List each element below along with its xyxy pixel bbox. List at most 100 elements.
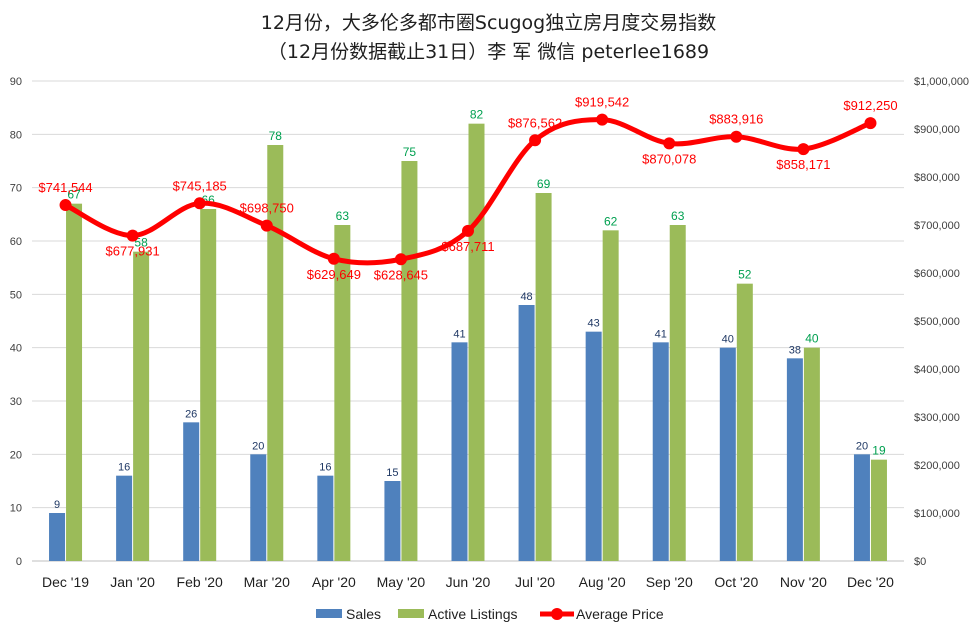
x-tick-label: Apr '20 <box>312 574 356 590</box>
data-label-sales: 20 <box>856 440 868 452</box>
y-right-tick-label: $300,000 <box>914 412 960 424</box>
point-average-price <box>529 134 542 147</box>
legend-swatch-active-listings <box>398 609 424 618</box>
y-right-tick-label: $700,000 <box>914 220 960 232</box>
data-label-active-listings: 75 <box>403 145 417 159</box>
y-left-tick-label: 30 <box>10 396 22 408</box>
point-average-price <box>462 224 474 237</box>
point-average-price <box>59 199 72 212</box>
data-label-sales: 26 <box>185 408 197 420</box>
y-left-tick-label: 70 <box>10 183 22 195</box>
x-tick-label: Feb '20 <box>177 574 223 590</box>
data-label-active-listings: 78 <box>269 129 283 143</box>
data-label-sales: 40 <box>722 334 734 346</box>
bar-active-listings <box>736 283 753 561</box>
data-label-active-listings: 62 <box>604 214 618 228</box>
y-left-tick-label: 40 <box>10 343 22 355</box>
point-average-price <box>126 229 139 242</box>
data-label-sales: 16 <box>319 462 331 474</box>
x-tick-label: Jan '20 <box>110 574 155 590</box>
y-left-tick-label: 0 <box>16 556 22 568</box>
bar-sales <box>518 305 535 561</box>
legend-label-active-listings: Active Listings <box>428 606 517 622</box>
legend-marker-average-price <box>551 608 563 620</box>
bar-active-listings <box>803 347 820 561</box>
x-tick-label: Dec '20 <box>847 574 894 590</box>
point-average-price <box>730 130 743 143</box>
data-label-average-price: $919,542 <box>575 95 629 110</box>
point-average-price <box>193 197 206 210</box>
data-label-average-price: $687,711 <box>441 239 494 254</box>
y-right-tick-label: $0 <box>914 556 926 568</box>
bar-active-listings <box>669 225 686 561</box>
data-label-active-listings: 67 <box>67 188 81 202</box>
point-average-price <box>864 117 877 130</box>
data-label-average-price: $628,645 <box>374 267 428 282</box>
point-average-price <box>327 252 340 265</box>
x-tick-label: Dec '19 <box>42 574 89 590</box>
data-label-sales: 9 <box>54 499 60 511</box>
bar-active-listings <box>66 203 83 561</box>
data-label-sales: 38 <box>789 344 801 356</box>
data-label-sales: 15 <box>386 467 398 479</box>
bar-active-listings <box>535 193 552 561</box>
y-right-tick-label: $800,000 <box>914 172 960 184</box>
x-tick-label: Aug '20 <box>579 574 626 590</box>
bar-sales <box>183 422 200 561</box>
bar-active-listings <box>200 209 217 561</box>
point-average-price <box>260 219 273 232</box>
bar-active-listings <box>468 123 485 562</box>
data-label-sales: 48 <box>520 291 532 303</box>
data-label-average-price: $677,931 <box>105 244 159 259</box>
chart-title: 12月份，大多伦多都市圈Scugog独立房月度交易指数 <box>260 12 717 34</box>
data-label-sales: 20 <box>252 440 264 452</box>
data-label-average-price: $870,078 <box>642 151 696 166</box>
y-left-tick-label: 10 <box>10 503 22 515</box>
bar-sales <box>786 358 803 561</box>
bar-sales <box>719 347 736 561</box>
data-label-average-price: $698,750 <box>240 201 294 216</box>
y-right-tick-label: $900,000 <box>914 124 960 136</box>
bar-sales <box>384 481 401 561</box>
data-label-active-listings: 63 <box>671 209 685 223</box>
y-right-tick-label: $200,000 <box>914 460 960 472</box>
y-left-tick-label: 90 <box>10 76 22 88</box>
data-label-average-price: $741,544 <box>38 180 92 195</box>
y-right-tick-label: $600,000 <box>914 268 960 280</box>
data-label-active-listings: 58 <box>134 236 148 250</box>
data-label-average-price: $629,649 <box>307 267 361 282</box>
bar-active-listings <box>133 251 150 561</box>
chart-subtitle: （12月份数据截止31日）李 军 微信 peterlee1689 <box>267 41 710 63</box>
bar-sales <box>585 331 602 561</box>
legend-label-sales: Sales <box>346 606 381 622</box>
y-left-tick-label: 20 <box>10 449 22 461</box>
data-label-average-price: $912,250 <box>843 98 897 113</box>
x-tick-label: Oct '20 <box>714 574 758 590</box>
x-tick-label: May '20 <box>377 574 426 590</box>
x-tick-label: Mar '20 <box>244 574 290 590</box>
data-label-active-listings: 69 <box>537 177 551 191</box>
y-right-tick-label: $500,000 <box>914 316 960 328</box>
data-label-average-price: $876,562 <box>508 115 562 130</box>
y-right-tick-label: $100,000 <box>914 508 960 520</box>
bar-sales <box>250 454 267 561</box>
bar-sales <box>317 475 334 561</box>
data-label-average-price: $858,171 <box>776 157 830 172</box>
y-left-tick-label: 80 <box>10 129 22 141</box>
y-left-tick-label: 50 <box>10 289 22 301</box>
data-label-sales: 43 <box>588 318 600 330</box>
x-tick-label: Nov '20 <box>780 574 827 590</box>
data-label-sales: 41 <box>655 328 667 340</box>
bar-sales <box>853 454 870 561</box>
y-right-tick-label: $1,000,000 <box>914 76 969 88</box>
data-label-sales: 16 <box>118 462 130 474</box>
data-label-active-listings: 82 <box>470 108 484 122</box>
x-tick-label: Sep '20 <box>646 574 693 590</box>
data-label-active-listings: 19 <box>872 444 886 458</box>
x-tick-label: Jun '20 <box>446 574 491 590</box>
point-average-price <box>663 137 676 150</box>
bar-active-listings <box>602 230 619 562</box>
legend-swatch-sales <box>316 609 342 618</box>
